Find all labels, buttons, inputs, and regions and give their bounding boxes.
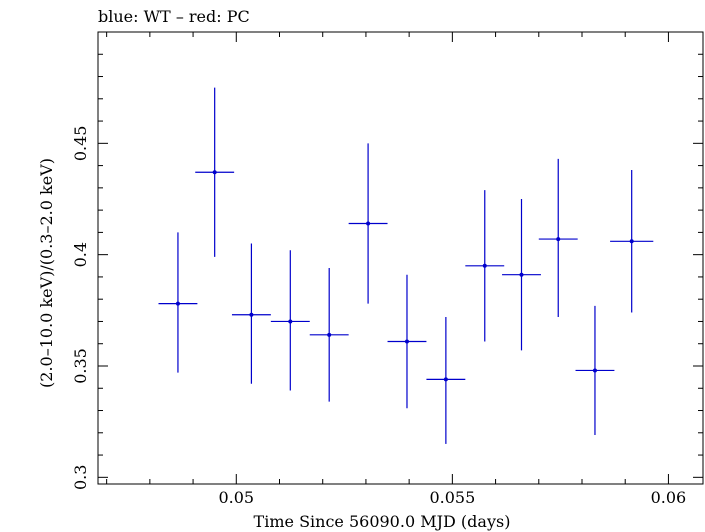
data-point xyxy=(610,170,654,313)
data-point xyxy=(387,274,427,409)
y-tick-label: 0.3 xyxy=(71,465,90,490)
data-point xyxy=(158,232,198,373)
data-marker xyxy=(556,237,561,242)
y-tick-label: 0.4 xyxy=(71,242,90,267)
data-point xyxy=(309,268,349,402)
plot-frame xyxy=(97,31,704,485)
y-tick-label: 0.45 xyxy=(71,126,90,162)
data-point xyxy=(502,198,541,351)
data-point xyxy=(270,250,310,391)
x-tick-label: 0.055 xyxy=(429,488,475,507)
data-point xyxy=(195,87,235,257)
data-points xyxy=(158,87,654,444)
data-point xyxy=(538,158,578,318)
data-point xyxy=(426,317,466,444)
data-point xyxy=(575,305,615,436)
data-marker xyxy=(629,239,634,244)
data-marker xyxy=(249,312,254,317)
data-marker xyxy=(443,377,448,382)
data-marker xyxy=(288,319,293,324)
x-tick-label: 0.06 xyxy=(651,488,687,507)
data-marker xyxy=(175,301,180,306)
data-marker xyxy=(366,221,371,226)
data-marker xyxy=(519,272,524,277)
data-point xyxy=(231,243,271,384)
data-point xyxy=(348,143,388,304)
axis-ticks: 0.05 0.055 0.06 0.3 0.35 0.4 0.45 xyxy=(71,31,703,507)
y-tick-label: 0.35 xyxy=(71,348,90,384)
x-axis-label: Time Since 56090.0 MJD (days) xyxy=(254,512,511,531)
data-marker xyxy=(404,339,409,344)
y-axis-label: (2.0–10.0 keV)/(0.3–2.0 keV) xyxy=(37,158,56,388)
data-marker xyxy=(592,368,597,373)
data-point xyxy=(465,190,505,342)
data-marker xyxy=(327,332,332,337)
data-marker xyxy=(212,170,217,175)
chart-title: blue: WT – red: PC xyxy=(98,7,250,26)
x-tick-label: 0.05 xyxy=(218,488,254,507)
data-marker xyxy=(482,263,487,268)
